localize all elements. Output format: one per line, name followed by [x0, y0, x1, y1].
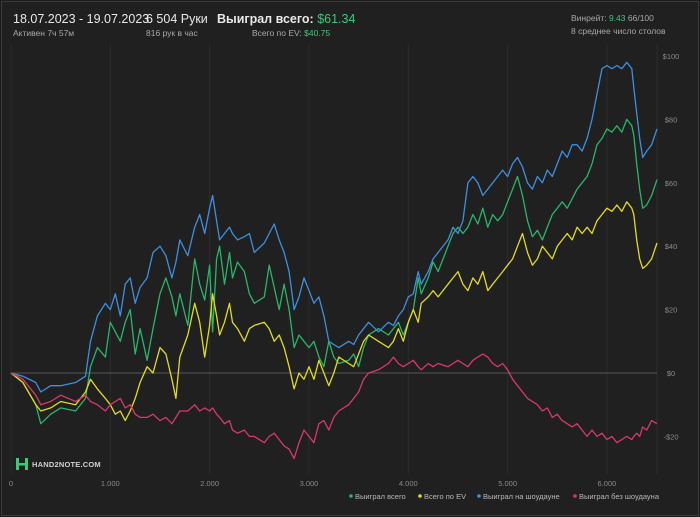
- y-tick-label: $20: [665, 306, 678, 315]
- x-tick-label: 0: [9, 479, 13, 488]
- active-time: Активен 7ч 57м: [13, 28, 75, 38]
- legend-item-2: Выиграл на шоудауне: [477, 492, 560, 501]
- legend-marker: [349, 494, 353, 498]
- x-tick-label: 4.000: [399, 479, 418, 488]
- legend-label: Выиграл на шоудауне: [483, 492, 560, 501]
- won-total-value: $61.34: [317, 12, 356, 26]
- x-tick-label: 6.000: [598, 479, 617, 488]
- legend-marker: [477, 494, 481, 498]
- series-lines: [10, 61, 658, 460]
- series-line-2: [10, 61, 658, 393]
- legend-marker: [418, 494, 422, 498]
- legend-label: Всего по EV: [424, 492, 466, 501]
- winrate-value: 9.43: [608, 13, 626, 23]
- series-line-0: [10, 118, 658, 425]
- x-tick-label: 3.000: [300, 479, 319, 488]
- y-tick-label: $40: [665, 242, 678, 251]
- logo-icon: [16, 458, 28, 470]
- ev-total-label: Всего по EV:: [252, 28, 302, 38]
- legend-marker: [573, 494, 577, 498]
- x-tick-label: 1.000: [101, 479, 120, 488]
- won-total: Выиграл всего: $61.34: [217, 12, 355, 26]
- date-range: 18.07.2023 - 19.07.2023: [13, 12, 150, 26]
- series-line-3: [10, 353, 658, 460]
- legend-label: Выиграл всего: [355, 492, 406, 501]
- y-tick-label: $60: [665, 179, 678, 188]
- ev-total-value: $40.75: [304, 28, 331, 38]
- x-tick-label: 5.000: [498, 479, 517, 488]
- won-total-label: Выиграл всего:: [217, 12, 314, 26]
- x-axis-ticks: 0 1.000 2.000 3.000 4.000 5.000 6.000: [9, 479, 616, 488]
- hands-per-hour: 816 рук в час: [146, 28, 198, 38]
- ev-total: Всего по EV: $40.75: [252, 28, 330, 38]
- x-tick-label: 2.000: [200, 479, 219, 488]
- legend-label: Выиграл без шоудауна: [579, 492, 660, 501]
- chart-legend: Выиграл всего Всего по EV Выиграл на шоуда…: [349, 492, 660, 501]
- y-tick-label: $80: [665, 115, 678, 124]
- winrate-suffix: 66/100: [627, 13, 654, 23]
- y-tick-label: -$20: [663, 432, 678, 441]
- hands-count: 6 504 Руки: [146, 12, 208, 26]
- chart-grid: [10, 44, 658, 474]
- legend-item-3: Выиграл без шоудауна: [573, 492, 660, 501]
- hand2note-logo: HAND2NOTE.COM: [16, 458, 101, 470]
- logo-text: HAND2NOTE.COM: [32, 459, 101, 469]
- avg-tables: 8 среднее число столов: [571, 26, 666, 36]
- winrate: Винрейт: 9.43 66/100: [571, 13, 654, 23]
- y-axis-ticks: $100 $80 $60 $40 $20 $0 -$20: [663, 52, 680, 441]
- legend-item-1: Всего по EV: [418, 492, 466, 501]
- y-tick-label: $0: [667, 369, 675, 378]
- winrate-label: Винрейт:: [571, 13, 607, 23]
- legend-item-0: Выиграл всего: [349, 492, 406, 501]
- series-line-1: [10, 201, 658, 422]
- y-tick-label: $100: [663, 52, 680, 61]
